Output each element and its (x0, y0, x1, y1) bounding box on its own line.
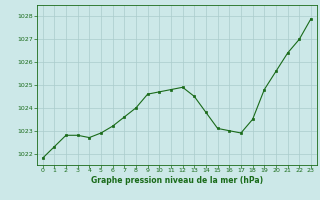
X-axis label: Graphe pression niveau de la mer (hPa): Graphe pression niveau de la mer (hPa) (91, 176, 263, 185)
